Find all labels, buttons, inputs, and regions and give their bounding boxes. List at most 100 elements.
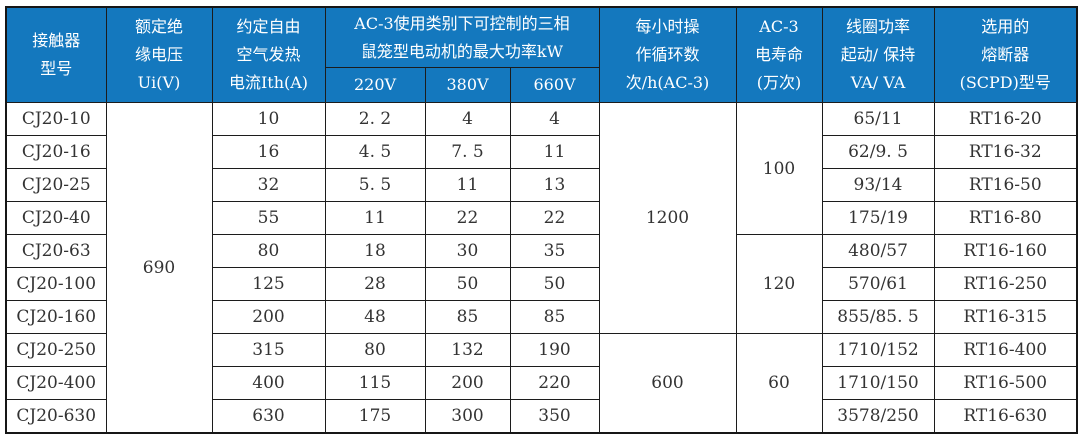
cell-power-660v: 4 (509, 102, 600, 136)
cell-cycles-600: 600 (598, 333, 737, 434)
header-sub-220v: 220V (324, 67, 426, 103)
table-row: CJ20-630 630 175 300 350 3578/250 RT16-6… (5, 399, 1078, 434)
cell-fuse-model: RT16-400 (933, 333, 1078, 367)
cell-ith: 125 (211, 267, 326, 301)
cell-coil-power: 1710/152 (821, 333, 935, 367)
header-fuse-model: 选用的 熔断器 (SCPD)型号 (933, 6, 1078, 103)
header-ac3-power-group: AC-3使用类别下可控制的三相 鼠笼型电动机的最大功率kW (324, 6, 600, 68)
cell-power-220v: 175 (324, 399, 426, 434)
cell-power-220v: 11 (324, 201, 426, 235)
cell-power-380v: 4 (424, 102, 511, 136)
cell-model: CJ20-25 (5, 168, 107, 202)
header-coil-power: 线圈功率 起动/ 保持 VA/ VA (821, 6, 935, 103)
cell-ith: 10 (211, 102, 326, 136)
cell-fuse-model: RT16-32 (933, 135, 1078, 169)
cell-power-220v: 18 (324, 234, 426, 268)
cell-power-220v: 80 (324, 333, 426, 367)
cell-fuse-model: RT16-160 (933, 234, 1078, 268)
cell-fuse-model: RT16-630 (933, 399, 1078, 434)
cell-model: CJ20-160 (5, 300, 107, 334)
header-ac3-electrical-life: AC-3 电寿命 (万次) (735, 6, 823, 103)
cell-power-380v: 7. 5 (424, 135, 511, 169)
cell-model: CJ20-250 (5, 333, 107, 367)
cell-power-380v: 11 (424, 168, 511, 202)
cell-model: CJ20-63 (5, 234, 107, 268)
cell-power-660v: 35 (509, 234, 600, 268)
cell-coil-power: 62/9. 5 (821, 135, 935, 169)
cell-power-660v: 190 (509, 333, 600, 367)
contactor-spec-table: 接触器 型号 额定绝 缘电压 Ui(V) 约定自由 空气发热 电流Ith(A) … (5, 6, 1078, 434)
cell-ith: 630 (211, 399, 326, 434)
table-row: CJ20-40 55 11 22 22 175/19 RT16-80 (5, 201, 1078, 235)
cell-power-220v: 2. 2 (324, 102, 426, 136)
cell-coil-power: 570/61 (821, 267, 935, 301)
cell-model: CJ20-10 (5, 102, 107, 136)
header-conventional-thermal-current: 约定自由 空气发热 电流Ith(A) (211, 6, 326, 103)
cell-power-380v: 30 (424, 234, 511, 268)
cell-power-380v: 132 (424, 333, 511, 367)
table-row: CJ20-100 125 28 50 50 570/61 RT16-250 (5, 267, 1078, 301)
cell-coil-power: 65/11 (821, 102, 935, 136)
table-body: CJ20-10 690 10 2. 2 4 4 1200 100 65/11 R… (5, 102, 1078, 434)
cell-power-660v: 22 (509, 201, 600, 235)
cell-power-220v: 4. 5 (324, 135, 426, 169)
table-row: CJ20-25 32 5. 5 11 13 93/14 RT16-50 (5, 168, 1078, 202)
cell-power-660v: 220 (509, 366, 600, 400)
cell-power-220v: 28 (324, 267, 426, 301)
cell-power-660v: 13 (509, 168, 600, 202)
cell-fuse-model: RT16-250 (933, 267, 1078, 301)
cell-coil-power: 175/19 (821, 201, 935, 235)
cell-model: CJ20-630 (5, 399, 107, 434)
cell-rated-voltage-690: 690 (105, 102, 213, 434)
cell-ith: 32 (211, 168, 326, 202)
cell-power-380v: 50 (424, 267, 511, 301)
table-row: CJ20-160 200 48 85 85 855/85. 5 RT16-315 (5, 300, 1078, 334)
cell-ith: 200 (211, 300, 326, 334)
table-row: CJ20-10 690 10 2. 2 4 4 1200 100 65/11 R… (5, 102, 1078, 434)
cell-power-660v: 50 (509, 267, 600, 301)
cell-power-220v: 5. 5 (324, 168, 426, 202)
cell-power-380v: 300 (424, 399, 511, 434)
cell-power-660v: 350 (509, 399, 600, 434)
cell-fuse-model: RT16-20 (933, 102, 1078, 136)
table-row: CJ20-400 400 115 200 220 1710/150 RT16-5… (5, 366, 1078, 400)
cell-ith: 55 (211, 201, 326, 235)
table-row: CJ20-63 80 18 30 35 120 480/57 RT16-160 (5, 234, 1078, 334)
cell-model: CJ20-40 (5, 201, 107, 235)
table-header: 接触器 型号 额定绝 缘电压 Ui(V) 约定自由 空气发热 电流Ith(A) … (5, 6, 1078, 103)
header-cycles-per-hour: 每小时操 作循环数 次/h(AC-3) (598, 6, 737, 103)
cell-power-220v: 115 (324, 366, 426, 400)
cell-power-380v: 22 (424, 201, 511, 235)
cell-power-220v: 48 (324, 300, 426, 334)
header-contactor-model: 接触器 型号 (5, 6, 107, 103)
cell-power-380v: 200 (424, 366, 511, 400)
cell-coil-power: 3578/250 (821, 399, 935, 434)
table-row: CJ20-16 16 4. 5 7. 5 11 62/9. 5 RT16-32 (5, 135, 1078, 169)
cell-fuse-model: RT16-50 (933, 168, 1078, 202)
cell-life-60: 60 (735, 333, 823, 434)
cell-coil-power: 855/85. 5 (821, 300, 935, 334)
cell-power-660v: 11 (509, 135, 600, 169)
cell-life-100: 100 (735, 102, 823, 235)
cell-coil-power: 1710/150 (821, 366, 935, 400)
cell-power-660v: 85 (509, 300, 600, 334)
cell-life-120: 120 (735, 234, 823, 334)
cell-power-380v: 85 (424, 300, 511, 334)
cell-fuse-model: RT16-315 (933, 300, 1078, 334)
cell-coil-power: 480/57 (821, 234, 935, 268)
cell-ith: 400 (211, 366, 326, 400)
cell-model: CJ20-400 (5, 366, 107, 400)
table-row: CJ20-250 315 80 132 190 600 60 1710/152 … (5, 333, 1078, 434)
cell-fuse-model: RT16-500 (933, 366, 1078, 400)
cell-model: CJ20-100 (5, 267, 107, 301)
cell-cycles-1200: 1200 (598, 102, 737, 334)
cell-fuse-model: RT16-80 (933, 201, 1078, 235)
cell-model: CJ20-16 (5, 135, 107, 169)
contactor-spec-page: 接触器 型号 额定绝 缘电压 Ui(V) 约定自由 空气发热 电流Ith(A) … (0, 6, 1085, 440)
cell-ith: 16 (211, 135, 326, 169)
header-sub-660v: 660V (509, 67, 600, 103)
cell-ith: 80 (211, 234, 326, 268)
cell-ith: 315 (211, 333, 326, 367)
header-sub-380v: 380V (424, 67, 511, 103)
cell-coil-power: 93/14 (821, 168, 935, 202)
